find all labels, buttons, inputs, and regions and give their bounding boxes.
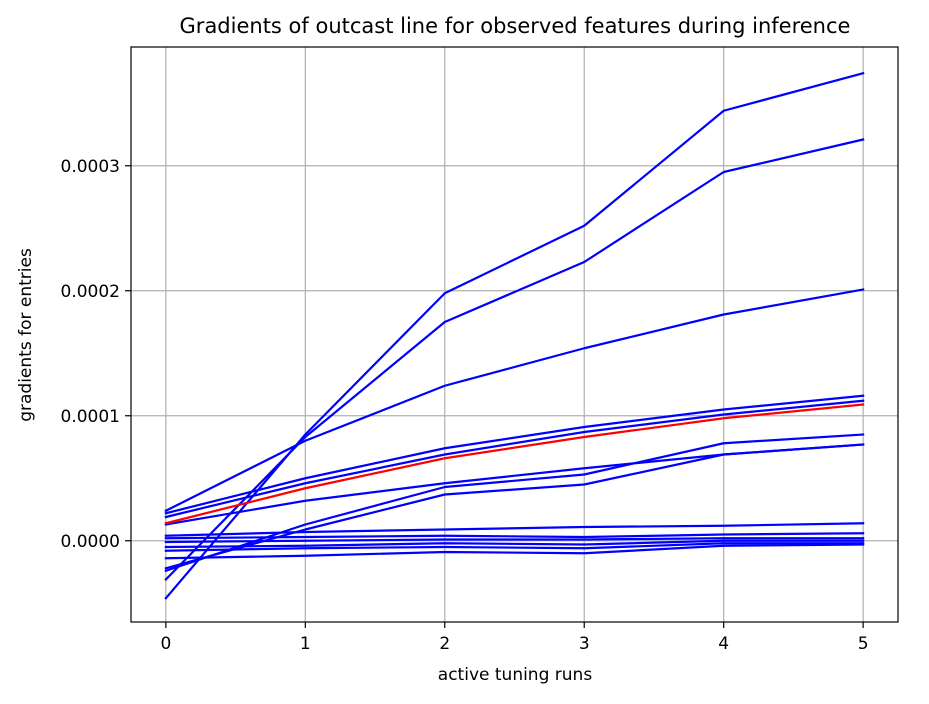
series-line-13	[164, 542, 865, 552]
series-line-10	[164, 532, 865, 540]
series-line-11	[164, 537, 865, 544]
series-line-8	[164, 443, 865, 570]
y-axis-ticks: 0.0000 0.0001 0.0002 0.0003	[61, 157, 131, 552]
y-tick-label: 0.0000	[61, 532, 120, 552]
x-tick-label: 1	[300, 634, 311, 654]
x-axis-label: active tuning runs	[438, 665, 593, 685]
x-tick-label: 0	[160, 634, 171, 654]
series-line-15	[164, 403, 865, 525]
series-line-6	[164, 443, 865, 526]
series-line-3	[164, 288, 865, 513]
x-tick-label: 3	[579, 634, 590, 654]
x-tick-label: 4	[718, 634, 729, 654]
y-axis-label: gradients for entries	[16, 248, 36, 422]
series-line-1	[164, 71, 865, 600]
series-line-2	[164, 138, 865, 582]
y-tick-label: 0.0002	[61, 282, 120, 302]
y-tick-label: 0.0003	[61, 157, 120, 177]
series-lines	[164, 71, 865, 600]
x-tick-label: 5	[858, 634, 869, 654]
series-line-7	[164, 433, 865, 573]
series-line-5	[164, 399, 865, 519]
series-line-4	[164, 394, 865, 515]
plot-frame	[130, 46, 899, 623]
series-line-12	[164, 539, 865, 549]
series-line-9	[164, 522, 865, 537]
y-tick-label: 0.0001	[61, 407, 120, 427]
x-tick-label: 2	[439, 634, 450, 654]
chart-title: Gradients of outcast line for observed f…	[180, 14, 851, 38]
x-axis-ticks: 0 1 2 3 4 5	[160, 622, 869, 654]
series-line-14	[164, 543, 865, 560]
